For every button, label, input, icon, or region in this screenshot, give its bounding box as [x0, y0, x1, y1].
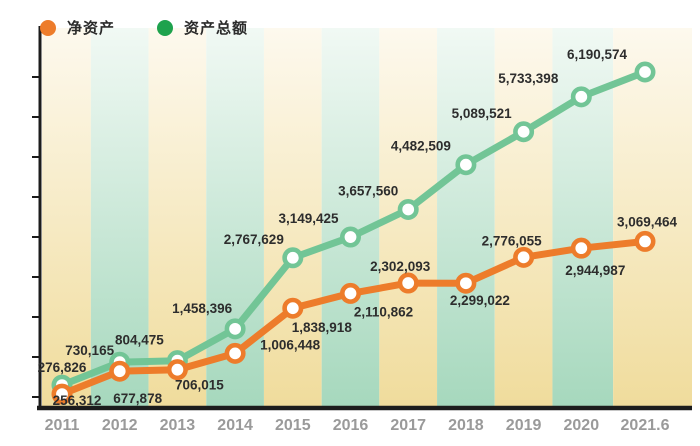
background-band: [494, 28, 553, 406]
net-assets-legend-label: 净资产: [67, 20, 116, 37]
background-band: [42, 28, 91, 406]
legend-item-total-assets: 资产总额: [157, 17, 248, 38]
net-assets-point-marker: [339, 282, 361, 304]
x-axis-year-label: 2021.6: [621, 417, 670, 434]
x-axis-year-label: 2017: [390, 417, 426, 434]
total-assets-value-label: 730,165: [65, 343, 114, 358]
background-band: [321, 28, 380, 406]
net-assets-legend-dot-icon: [40, 19, 56, 36]
total-assets-point-marker: [570, 86, 592, 108]
total-assets-legend-label: 资产总额: [184, 20, 249, 37]
total-assets-value-label: 3,149,425: [278, 211, 339, 226]
net-assets-value-label: 2,776,055: [482, 233, 543, 248]
net-assets-value-label: 256,312: [53, 393, 102, 408]
total-assets-value-label: 1,458,396: [172, 301, 233, 316]
total-assets-value-label: 804,475: [115, 333, 164, 348]
total-assets-value-label: 5,733,398: [498, 71, 559, 86]
total-assets-value-label: 6,190,574: [567, 47, 628, 62]
total-assets-value-label: 3,657,560: [338, 184, 398, 199]
background-band: [90, 28, 149, 406]
total-assets-point-marker: [224, 318, 246, 340]
total-assets-point-marker: [513, 121, 535, 143]
x-axis-year-label: 2020: [564, 417, 600, 434]
x-axis-year-label: 2014: [217, 417, 253, 434]
total-assets-point-marker: [634, 61, 656, 83]
total-assets-point-marker: [397, 198, 419, 220]
net-assets-value-label: 2,944,987: [565, 263, 625, 278]
net-assets-point-marker: [455, 272, 477, 294]
net-assets-point-marker: [224, 342, 246, 364]
background-band: [148, 28, 207, 406]
x-axis-year-label: 2011: [45, 417, 80, 434]
total-assets-point-marker: [339, 226, 361, 248]
net-assets-point-marker: [109, 360, 131, 382]
x-axis-year-label: 2016: [333, 417, 369, 434]
net-assets-value-label: 2,110,862: [354, 304, 413, 319]
x-axis-year-label: 2013: [160, 417, 196, 434]
net-assets-value-label: 1,006,448: [260, 337, 321, 352]
background-band: [263, 28, 322, 406]
net-assets-point-marker: [634, 230, 656, 252]
background-band: [613, 28, 692, 406]
x-axis-year-label: 2015: [275, 417, 311, 434]
total-assets-value-label: 276,826: [38, 360, 87, 375]
net-assets-value-label: 2,302,093: [370, 259, 431, 274]
x-axis-year-label: 2012: [102, 417, 138, 434]
background-band: [437, 28, 495, 406]
net-assets-value-label: 2,299,022: [450, 293, 510, 308]
net-assets-value-label: 1,838,918: [292, 320, 353, 335]
legend-item-net-assets: 净资产: [40, 17, 115, 38]
total-assets-value-label: 4,482,509: [391, 139, 451, 154]
net-assets-point-marker: [570, 237, 592, 259]
net-assets-point-marker: [513, 246, 535, 268]
net-assets-point-marker: [166, 359, 188, 381]
total-assets-point-marker: [455, 154, 477, 176]
net-assets-value-label: 3,069,464: [617, 214, 678, 229]
total-assets-value-label: 2,767,629: [224, 232, 284, 247]
net-assets-value-label: 706,015: [175, 378, 224, 393]
legend: 净资产 资产总额: [40, 17, 248, 38]
total-assets-point-marker: [282, 247, 304, 269]
total-assets-value-label: 5,089,521: [452, 106, 513, 121]
net-assets-point-marker: [51, 383, 73, 405]
x-axis-year-label: 2019: [506, 417, 542, 434]
x-axis-year-label: 2018: [448, 417, 484, 434]
net-assets-point-marker: [397, 272, 419, 294]
net-assets-point-marker: [282, 297, 304, 319]
total-assets-legend-dot-icon: [157, 19, 174, 36]
net-assets-value-label: 677,878: [113, 391, 162, 406]
